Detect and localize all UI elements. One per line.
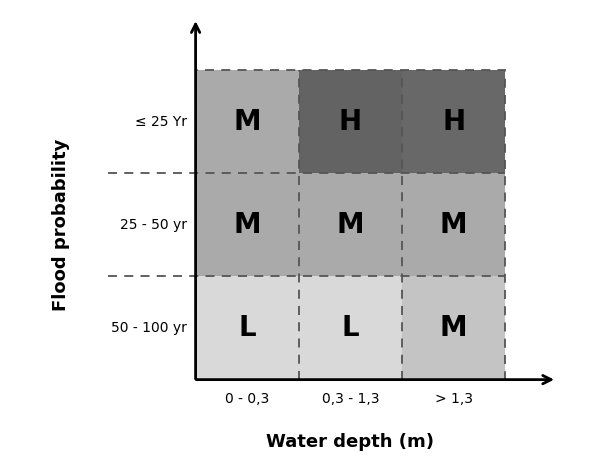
Bar — [299, 70, 402, 173]
Text: Flood probability: Flood probability — [52, 139, 71, 311]
Text: H: H — [442, 107, 465, 135]
Bar — [196, 70, 505, 379]
Bar — [196, 173, 299, 276]
Text: H: H — [339, 107, 362, 135]
Text: M: M — [233, 107, 261, 135]
Text: M: M — [440, 314, 468, 342]
Bar — [196, 70, 299, 173]
Text: L: L — [238, 314, 256, 342]
Bar — [196, 276, 299, 379]
Text: Water depth (m): Water depth (m) — [266, 433, 435, 452]
Text: 0 - 0,3: 0 - 0,3 — [225, 392, 269, 406]
Text: 50 - 100 yr: 50 - 100 yr — [111, 321, 187, 335]
Text: M: M — [440, 211, 468, 239]
Bar — [402, 276, 505, 379]
Text: 0,3 - 1,3: 0,3 - 1,3 — [322, 392, 379, 406]
Text: L: L — [342, 314, 359, 342]
Text: M: M — [337, 211, 364, 239]
Text: > 1,3: > 1,3 — [435, 392, 472, 406]
Text: 25 - 50 yr: 25 - 50 yr — [120, 218, 187, 232]
Bar — [402, 173, 505, 276]
Bar — [299, 173, 402, 276]
Text: M: M — [233, 211, 261, 239]
Text: ≤ 25 Yr: ≤ 25 Yr — [136, 114, 187, 128]
Bar — [402, 70, 505, 173]
Bar — [299, 276, 402, 379]
